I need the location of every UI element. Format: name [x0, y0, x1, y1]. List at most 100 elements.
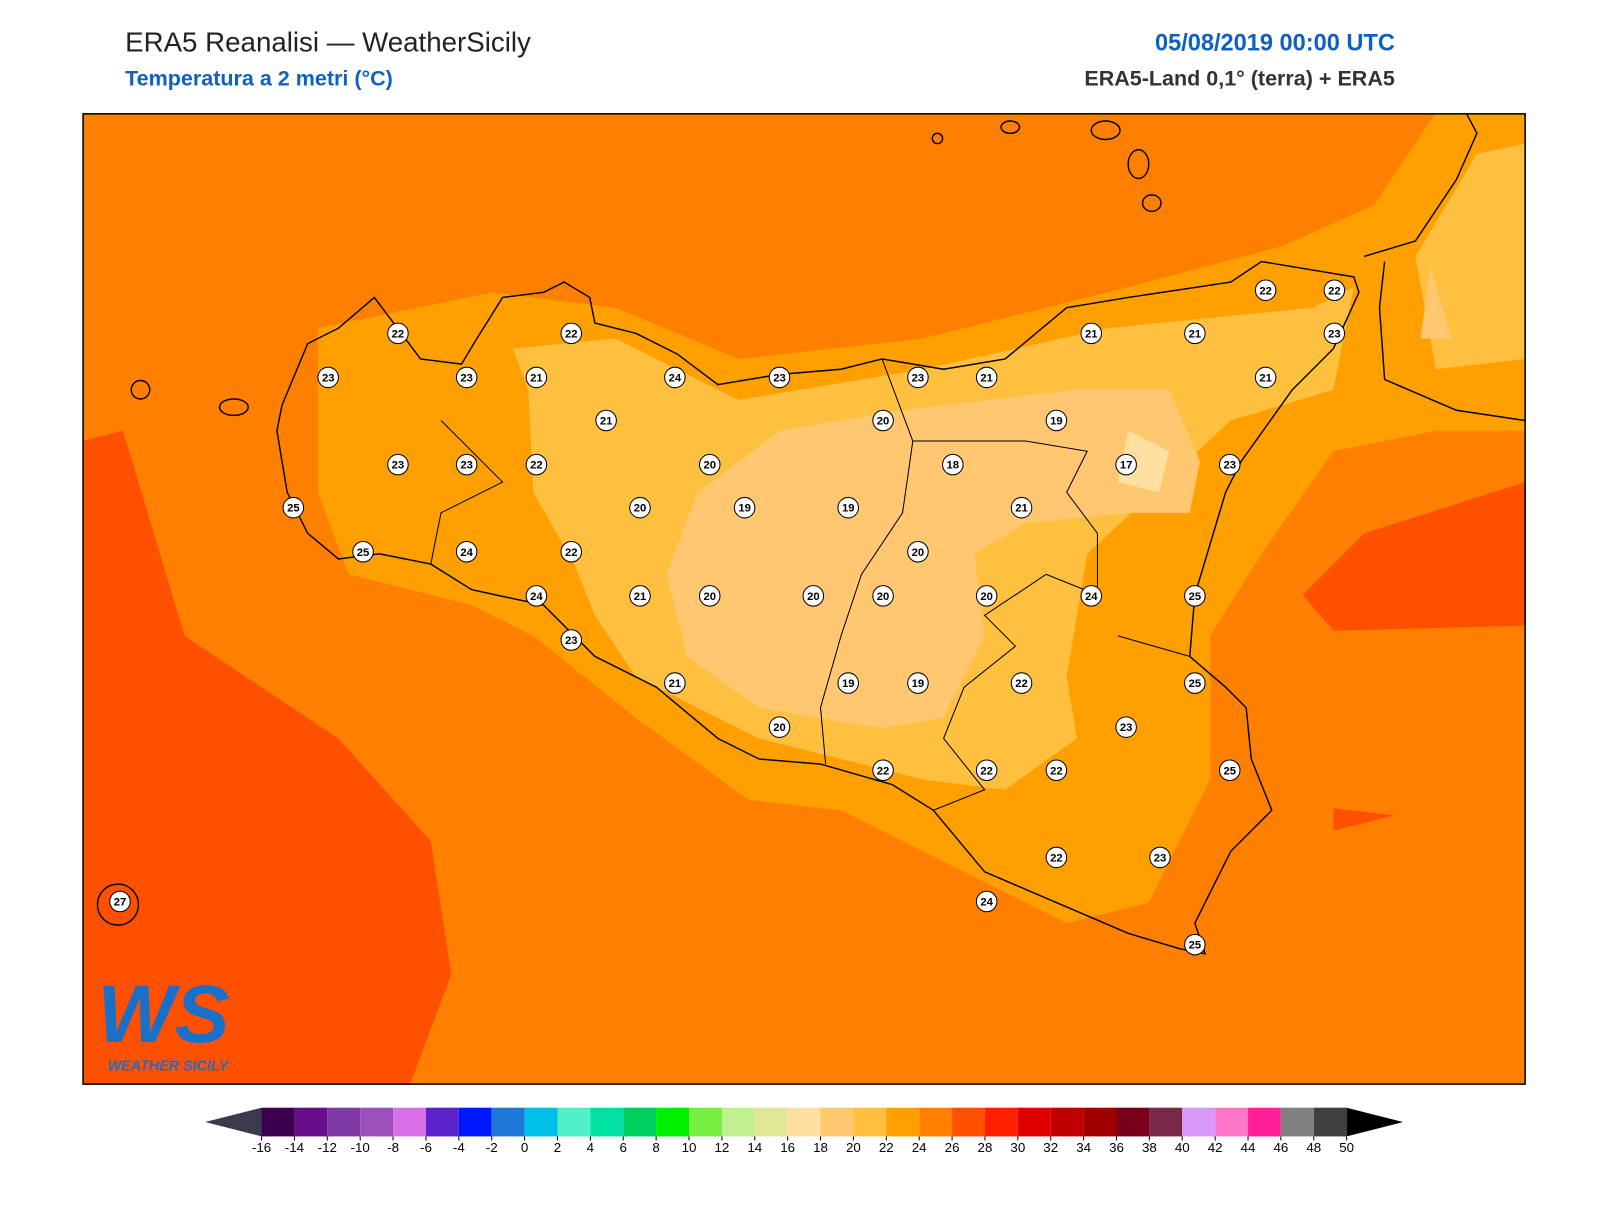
- station-value: 23: [912, 372, 925, 384]
- station-value: 23: [460, 460, 473, 472]
- station-marker: [975, 366, 998, 389]
- colorbar-tick-label: -8: [387, 1140, 399, 1155]
- logo-caption: WEATHER SICILY: [108, 1058, 230, 1074]
- colorbar-tick-label: 18: [813, 1140, 828, 1155]
- colorbar-box: [1215, 1107, 1249, 1137]
- station-marker: [802, 585, 825, 607]
- station-marker: [525, 453, 548, 476]
- station-value: 23: [1120, 722, 1133, 734]
- station-marker: [975, 585, 998, 607]
- coastline: [1363, 113, 1478, 258]
- station-marker: [837, 496, 859, 519]
- datetime: 05/08/2019 00:00 UTC: [1155, 29, 1395, 55]
- island: [96, 883, 140, 926]
- station-marker: [1149, 846, 1171, 869]
- station-marker: [282, 496, 305, 519]
- coastline: [276, 260, 1360, 955]
- field-warm: [83, 430, 452, 1085]
- colorbar-tick-label: 38: [1142, 1140, 1157, 1155]
- station-value: 19: [738, 503, 751, 515]
- station-marker: [768, 716, 791, 738]
- station-marker: [525, 585, 548, 607]
- station-value: 23: [1154, 852, 1167, 864]
- colorbar-tick-label: 42: [1208, 1140, 1223, 1155]
- island: [218, 398, 249, 417]
- logo: WS WEATHER SICILY: [97, 969, 229, 1074]
- station-marker: [1045, 759, 1068, 782]
- colorbar-box: [721, 1107, 755, 1137]
- station-marker: [1218, 759, 1241, 782]
- station-value: 20: [703, 591, 716, 603]
- station-value: 24: [530, 591, 543, 603]
- station-marker: [629, 585, 651, 607]
- station-marker: [872, 409, 894, 432]
- colorbar-box: [754, 1107, 788, 1137]
- station-marker: [907, 366, 929, 389]
- station-marker: [1184, 933, 1206, 956]
- station-value: 22: [1328, 285, 1341, 297]
- colorbar-box: [491, 1107, 525, 1137]
- station-value: 25: [1223, 765, 1236, 777]
- station-value: 24: [980, 897, 993, 909]
- station-marker: [352, 541, 374, 563]
- station-marker: [1010, 672, 1033, 694]
- station-marker: [560, 322, 583, 345]
- colorbar-box: [984, 1107, 1018, 1137]
- colorbar-box: [360, 1107, 394, 1137]
- station-value: 21: [530, 372, 543, 384]
- colorbar-tick-label: 34: [1076, 1140, 1091, 1155]
- station-marker: [1184, 322, 1206, 345]
- colorbar-tick-label: 2: [554, 1140, 561, 1155]
- field-warm: [1302, 482, 1526, 631]
- colorbar-tick-label: -14: [285, 1140, 305, 1155]
- station-value: 23: [565, 635, 578, 647]
- map-frame: [82, 113, 1526, 1085]
- colorbar-box: [1280, 1107, 1314, 1137]
- colorbar-box: [787, 1107, 821, 1137]
- station-marker: [768, 366, 791, 389]
- station-value: 22: [877, 765, 890, 777]
- colorbar-box: [1017, 1107, 1051, 1137]
- station-value: 20: [912, 547, 925, 559]
- colorbar-box: [425, 1107, 459, 1137]
- colorbar: -16 -14 -12 -10 -8 -6 -4 -2 0 2 4 6 8 10 12 14 16 18 20 22 2…: [205, 1107, 1404, 1155]
- station-value: 22: [565, 328, 578, 340]
- colorbar-tick-label: 24: [912, 1140, 927, 1155]
- station-marker: [1218, 453, 1241, 476]
- colorbar-tick-label: 44: [1241, 1140, 1256, 1155]
- island: [1000, 120, 1021, 135]
- station-marker: [664, 672, 686, 694]
- station-value: 18: [947, 460, 960, 472]
- field-band: [666, 389, 1200, 729]
- station-marker: [1184, 585, 1206, 607]
- colorbar-box: [590, 1107, 624, 1137]
- station-value: 21: [600, 416, 613, 428]
- station-marker: [698, 453, 721, 476]
- station-marker: [387, 453, 409, 476]
- station-marker: [560, 629, 583, 651]
- colorbar-tick-label: 50: [1339, 1140, 1354, 1155]
- colorbar-box: [952, 1107, 985, 1137]
- station-marker: [109, 890, 131, 913]
- station-marker: [317, 366, 339, 389]
- colorbar-box: [557, 1107, 591, 1137]
- colorbar-tick-label: 4: [587, 1140, 595, 1155]
- colorbar-box: [1116, 1107, 1150, 1137]
- station-value: 21: [634, 591, 647, 603]
- station-marker: [1115, 716, 1137, 738]
- station-value: 20: [877, 591, 890, 603]
- colorbar-tick-label: 46: [1273, 1140, 1288, 1155]
- station-value: 21: [1189, 328, 1202, 340]
- station-value: 22: [1259, 285, 1272, 297]
- station-value: 19: [842, 678, 855, 690]
- station-marker: [664, 366, 686, 389]
- station-marker: [733, 496, 756, 519]
- station-marker: [975, 759, 998, 782]
- colorbar-tick-label: 22: [879, 1140, 894, 1155]
- colorbar-tick-label: 36: [1109, 1140, 1124, 1155]
- station-value: 21: [1085, 328, 1098, 340]
- colorbar-tick-label: 20: [846, 1140, 861, 1155]
- colorbar-box: [1182, 1107, 1216, 1137]
- island: [130, 379, 151, 400]
